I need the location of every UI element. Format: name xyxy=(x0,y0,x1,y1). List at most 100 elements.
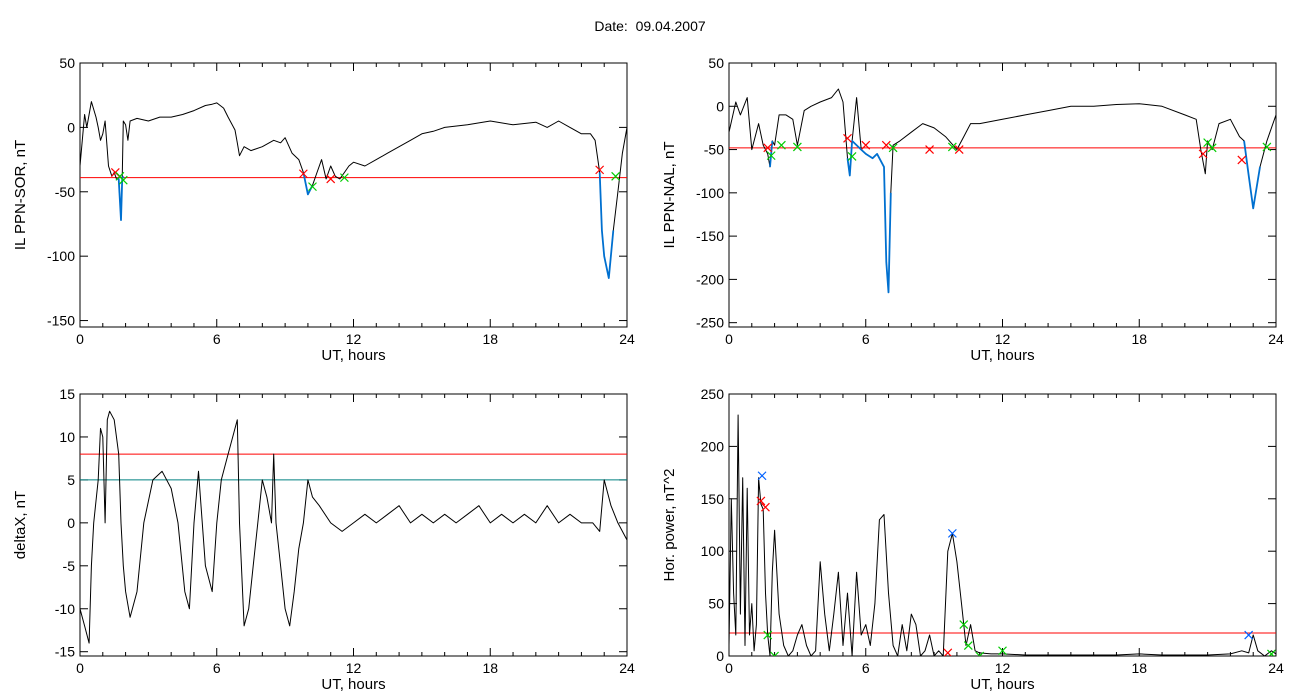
x-marker xyxy=(763,630,773,640)
y-tick-label: -15 xyxy=(55,644,75,660)
x-marker xyxy=(954,145,964,154)
y-tick-label: 0 xyxy=(67,515,75,531)
x-marker xyxy=(1198,149,1208,159)
x-marker xyxy=(611,171,621,181)
x-marker xyxy=(959,620,969,629)
x-tick-label: 18 xyxy=(482,331,498,347)
y-tick-label: 10 xyxy=(59,429,75,445)
series-line xyxy=(80,101,627,279)
y-tick-label: 200 xyxy=(701,438,725,454)
plot-area xyxy=(80,410,627,644)
y-tick-label: 150 xyxy=(701,491,725,507)
x-marker xyxy=(947,528,957,538)
plot-frame xyxy=(79,393,628,657)
y-tick-label: 50 xyxy=(708,55,724,71)
y-tick-label: 0 xyxy=(716,98,724,114)
x-tick-label: 0 xyxy=(76,331,84,347)
y-tick-label: 50 xyxy=(708,596,724,612)
y-axis-label: Hor. power, nT^2 xyxy=(661,469,678,582)
x-marker xyxy=(756,496,766,506)
y-tick-label: 5 xyxy=(67,472,75,488)
x-tick-label: 24 xyxy=(619,660,635,676)
y-tick-label: 250 xyxy=(701,386,725,402)
plot-area xyxy=(729,414,1276,656)
x-marker xyxy=(776,140,786,150)
plot-frame xyxy=(728,393,1277,657)
x-marker xyxy=(1267,649,1276,656)
x-marker xyxy=(1207,143,1217,153)
highlight-series-line xyxy=(1243,140,1261,210)
x-marker xyxy=(861,140,871,150)
highlight-series-line xyxy=(769,140,774,167)
y-tick-label: -50 xyxy=(55,184,75,200)
panel-ppn-sor: 0 6 12 18 24 50 0 -50 -100 -150 UT, hours IL PPN-SO… xyxy=(12,55,635,364)
y-tick-label: 0 xyxy=(716,648,724,664)
x-tick-label: 12 xyxy=(346,660,362,676)
y-axis-label: deltaX, nT xyxy=(12,491,29,559)
panel-deltax: 0 6 12 18 24 15 10 5 0 -5 -10 -15 UT, hours deltaX, n… xyxy=(12,386,635,693)
x-marker xyxy=(118,175,128,185)
x-axis-label: UT, hours xyxy=(321,676,385,693)
x-tick-label: 6 xyxy=(213,660,221,676)
x-tick-label: 0 xyxy=(725,331,733,347)
y-tick-label: 100 xyxy=(701,543,725,559)
highlight-series-line xyxy=(598,172,615,280)
x-marker xyxy=(763,143,773,153)
y-tick-label: 15 xyxy=(59,386,75,402)
plot-area xyxy=(729,88,1276,294)
y-axis-label: IL PPN-NAL, nT xyxy=(661,142,678,249)
x-tick-label: 0 xyxy=(725,660,733,676)
y-tick-label: -100 xyxy=(47,248,75,264)
x-tick-label: 12 xyxy=(346,331,362,347)
x-marker xyxy=(308,182,317,192)
y-tick-label: -150 xyxy=(696,228,724,244)
x-tick-label: 12 xyxy=(995,331,1011,347)
x-tick-label: 24 xyxy=(619,331,635,347)
x-axis-label: UT, hours xyxy=(970,676,1034,693)
x-tick-label: 24 xyxy=(1268,331,1284,347)
x-marker xyxy=(298,169,308,179)
x-marker xyxy=(947,142,957,152)
x-axis-label: UT, hours xyxy=(321,347,385,364)
y-tick-label: -200 xyxy=(696,271,724,287)
x-marker xyxy=(792,142,802,152)
x-marker xyxy=(1244,630,1254,640)
x-marker xyxy=(766,151,776,161)
plot-area xyxy=(80,101,627,280)
x-marker xyxy=(888,143,898,153)
y-tick-label: -150 xyxy=(47,313,75,329)
y-tick-label: -100 xyxy=(696,185,724,201)
x-marker xyxy=(881,140,891,150)
x-marker xyxy=(847,152,857,161)
x-tick-label: 18 xyxy=(1131,331,1147,347)
plot-frame xyxy=(728,62,1277,328)
x-marker xyxy=(595,165,605,175)
x-marker xyxy=(770,651,780,656)
x-tick-label: 12 xyxy=(995,660,1011,676)
y-tick-label: -5 xyxy=(63,558,76,574)
x-tick-label: 6 xyxy=(213,331,221,347)
x-marker xyxy=(963,641,973,650)
y-tick-label: 0 xyxy=(67,119,75,135)
x-tick-label: 24 xyxy=(1268,660,1284,676)
y-tick-label: -10 xyxy=(55,601,75,617)
x-tick-label: 6 xyxy=(862,331,870,347)
highlight-series-line xyxy=(846,139,892,294)
x-marker xyxy=(339,173,349,183)
x-marker xyxy=(843,133,852,143)
series-line xyxy=(729,414,1276,656)
x-tick-label: 18 xyxy=(482,660,498,676)
panel-hor-power: 0 6 12 18 24 250 200 150 100 50 0 UT, hours Hor. pow… xyxy=(661,386,1284,693)
x-marker xyxy=(1262,142,1272,152)
x-tick-label: 0 xyxy=(76,660,84,676)
figure-title: Date: 09.04.2007 xyxy=(594,18,706,34)
x-marker xyxy=(975,651,985,656)
plot-frame xyxy=(79,62,628,328)
x-axis-label: UT, hours xyxy=(970,347,1034,364)
y-tick-label: 50 xyxy=(59,55,75,71)
series-line xyxy=(80,410,627,644)
series-line xyxy=(729,88,1276,293)
x-marker xyxy=(757,471,767,481)
x-tick-label: 6 xyxy=(862,660,870,676)
